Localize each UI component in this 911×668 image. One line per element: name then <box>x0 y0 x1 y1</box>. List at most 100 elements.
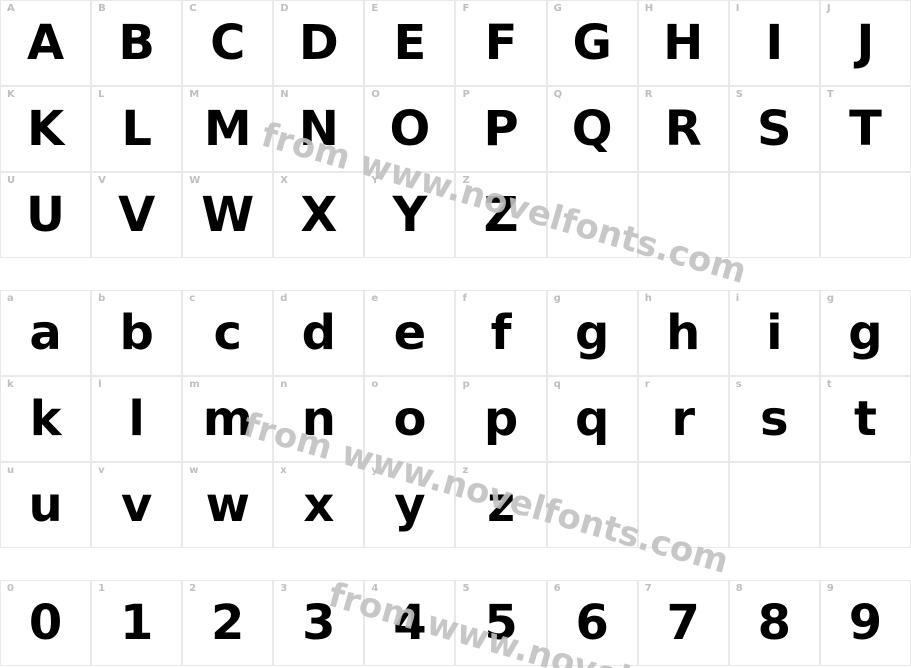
glyph: A <box>27 19 64 67</box>
glyph: d <box>302 309 336 357</box>
glyph-label: t <box>827 379 832 390</box>
empty-cell <box>638 172 729 258</box>
glyph-cell: qq <box>547 376 638 462</box>
glyph-cell: hh <box>638 290 729 376</box>
glyph: s <box>760 395 789 443</box>
glyph-cell: rr <box>638 376 729 462</box>
glyph-label: G <box>554 3 562 14</box>
glyph-label: W <box>189 175 200 186</box>
glyph: H <box>663 19 703 67</box>
glyph-cell: WW <box>182 172 273 258</box>
glyph-label: d <box>280 293 287 304</box>
glyph-cell: CC <box>182 0 273 86</box>
glyph: Z <box>484 191 519 239</box>
glyph-label: r <box>645 379 650 390</box>
glyph: y <box>394 481 425 529</box>
glyph: 0 <box>29 599 62 647</box>
glyph-label: A <box>7 3 15 14</box>
glyph: I <box>765 19 783 67</box>
glyph-cell: FF <box>455 0 546 86</box>
glyph-cell: NN <box>273 86 364 172</box>
glyph-cell: ZZ <box>455 172 546 258</box>
glyph-cell: PP <box>455 86 546 172</box>
glyph: T <box>849 105 882 153</box>
glyph-cell: gg <box>547 290 638 376</box>
glyph-cell: VV <box>91 172 182 258</box>
glyph-label: K <box>7 89 15 100</box>
empty-cell <box>729 172 820 258</box>
glyph-label: n <box>280 379 287 390</box>
glyph: a <box>29 309 61 357</box>
glyph: e <box>394 309 427 357</box>
glyph: l <box>128 395 144 443</box>
glyph: 3 <box>302 599 335 647</box>
glyph: B <box>118 19 155 67</box>
glyph-label: 4 <box>371 583 378 594</box>
glyph: G <box>572 19 611 67</box>
glyph-cell: ii <box>729 290 820 376</box>
glyph-cell: 88 <box>729 580 820 666</box>
glyph: f <box>491 309 512 357</box>
glyph: D <box>299 19 339 67</box>
glyph-label: m <box>189 379 199 390</box>
glyph-cell: LL <box>91 86 182 172</box>
glyph: Q <box>572 105 613 153</box>
glyph: 1 <box>120 599 153 647</box>
glyph-label: P <box>462 89 469 100</box>
glyph-cell: JJ <box>820 0 911 86</box>
glyph: 4 <box>393 599 426 647</box>
glyph-label: D <box>280 3 288 14</box>
glyph-label: B <box>98 3 106 14</box>
glyph-label: 8 <box>736 583 743 594</box>
glyph: k <box>30 395 62 443</box>
glyph: g <box>575 309 609 357</box>
glyph-label: z <box>462 465 468 476</box>
glyph: i <box>766 309 782 357</box>
glyph-cell: ff <box>455 290 546 376</box>
glyph-label: M <box>189 89 199 100</box>
glyph-cell: ee <box>364 290 455 376</box>
glyph-label: u <box>7 465 14 476</box>
glyph-cell: 44 <box>364 580 455 666</box>
glyph-label: Z <box>462 175 469 186</box>
glyph-cell: uu <box>0 462 91 548</box>
glyph-cell: tt <box>820 376 911 462</box>
glyph-block-1: aabbccddeeffgghhiiggkkllmmnnooppqqrrsstt… <box>0 290 911 548</box>
glyph-cell: dd <box>273 290 364 376</box>
glyph: u <box>28 481 62 529</box>
glyph-label: v <box>98 465 105 476</box>
empty-cell <box>547 462 638 548</box>
glyph-cell: AA <box>0 0 91 86</box>
glyph-label: b <box>98 293 105 304</box>
glyph: t <box>854 395 877 443</box>
glyph: h <box>666 309 700 357</box>
empty-cell <box>820 462 911 548</box>
glyph-cell: MM <box>182 86 273 172</box>
glyph-label: 0 <box>7 583 14 594</box>
glyph: x <box>303 481 334 529</box>
glyph-cell: TT <box>820 86 911 172</box>
glyph-cell: II <box>729 0 820 86</box>
glyph: V <box>118 191 155 239</box>
glyph-label: 9 <box>827 583 834 594</box>
glyph-label: h <box>645 293 652 304</box>
glyph: z <box>487 481 515 529</box>
glyph-cell: 11 <box>91 580 182 666</box>
glyph-block-0: AABBCCDDEEFFGGHHIIJJKKLLMMNNOOPPQQRRSSTT… <box>0 0 911 258</box>
glyph-label: c <box>189 293 195 304</box>
glyph: 2 <box>211 599 244 647</box>
glyph-label: V <box>98 175 106 186</box>
glyph-cell: ss <box>729 376 820 462</box>
glyph: J <box>857 19 875 67</box>
glyph-cell: KK <box>0 86 91 172</box>
glyph-label: 7 <box>645 583 652 594</box>
glyph: 6 <box>575 599 608 647</box>
glyph-label: i <box>736 293 739 304</box>
glyph-cell: EE <box>364 0 455 86</box>
glyph-label: g <box>827 293 834 304</box>
glyph: M <box>204 105 252 153</box>
glyph-label: s <box>736 379 742 390</box>
glyph-cell: QQ <box>547 86 638 172</box>
glyph: w <box>206 481 250 529</box>
glyph: U <box>26 191 65 239</box>
